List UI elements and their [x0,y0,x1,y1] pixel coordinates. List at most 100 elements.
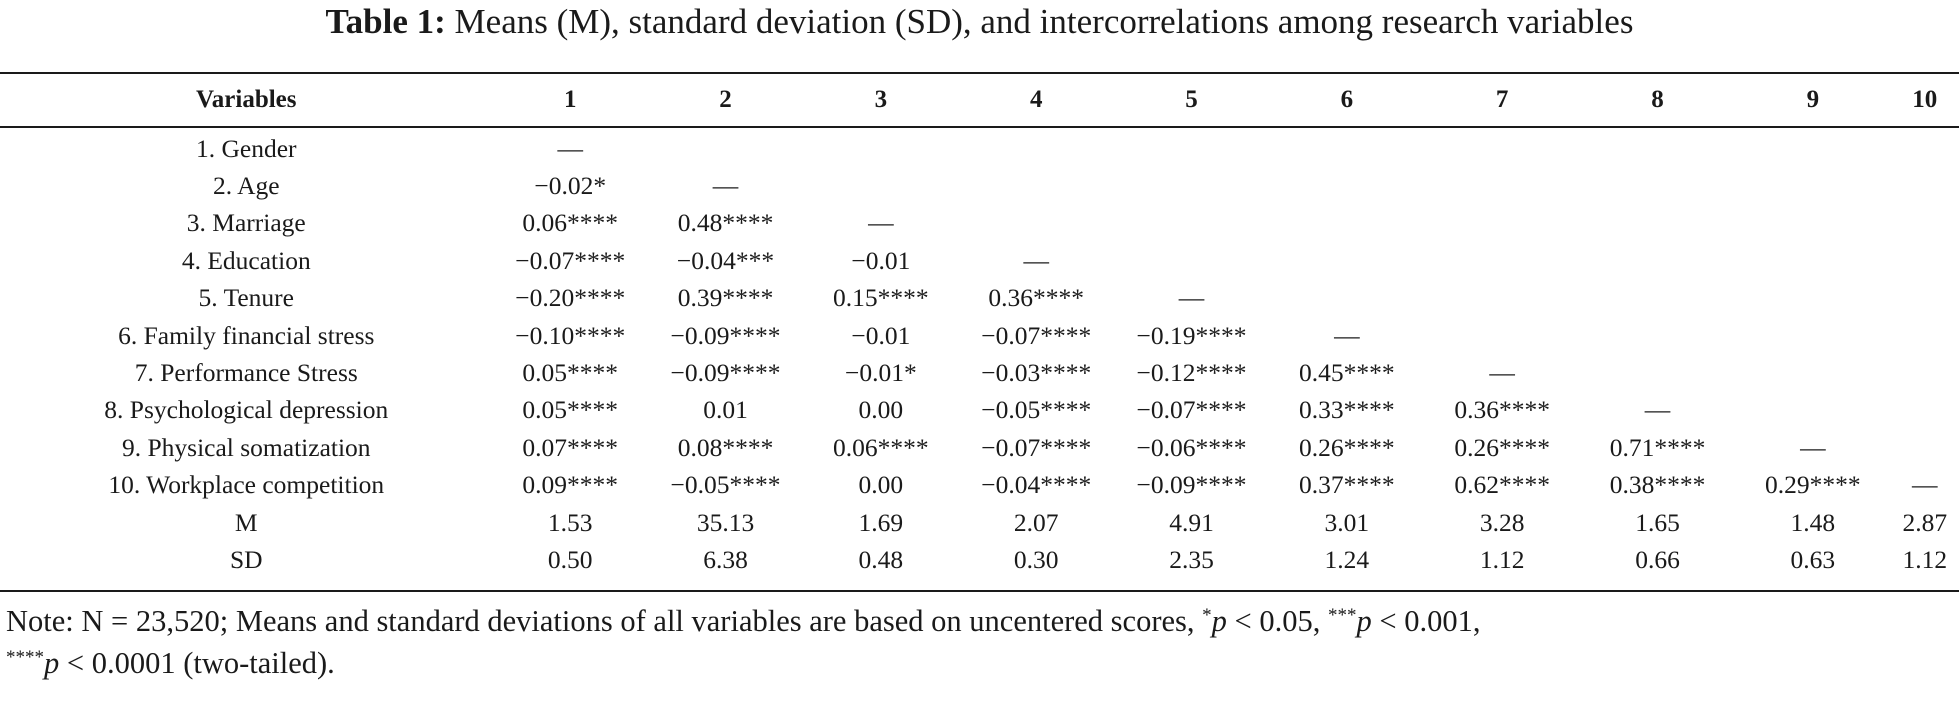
table-cell: 2.87 [1902,507,1948,537]
row-label: 8. Psychological depression [104,395,389,425]
header-col-1: 1 [563,86,577,113]
table-cell [1425,242,1580,279]
table-cell [1891,242,1959,279]
table-cell: 0.08**** [677,432,774,462]
table-cell [1735,317,1890,354]
table-cell: 0.26**** [1299,432,1395,462]
header-row: Variables 1 2 3 4 5 6 7 8 9 10 [0,74,1959,126]
table-cell: −0.06**** [1136,432,1247,462]
header-col-4: 4 [1029,86,1043,113]
table-cell: −0.12**** [1136,358,1247,388]
row-label: 5. Tenure [198,283,294,313]
table-cell [1114,126,1269,167]
table-cell: 0.29**** [1765,470,1861,500]
note-text: Note: N = 23,520; Means and standard dev… [6,604,1203,638]
table-cell: 0.71**** [1609,432,1706,462]
table-row: M 1.53 35.13 1.69 2.07 4.91 3.01 3.28 1.65 1.48 2.… [0,504,1959,541]
table-cell: 2.35 [1169,544,1214,574]
table-cell: — [1800,432,1826,462]
table-cell: 1.24 [1324,544,1370,574]
table-cell [1735,280,1890,317]
table-row: 8. Psychological depression 0.05**** 0.01 0… [0,392,1959,429]
table-cell [1269,242,1424,279]
header-col-7: 7 [1495,86,1509,113]
table-cell: 0.05**** [522,358,619,388]
table-cell: — [557,133,583,163]
correlation-table: Variables 1 2 3 4 5 6 7 8 9 10 1. Gender — 2. Age −0.… [0,74,1959,579]
table-cell: 1.65 [1635,507,1680,537]
row-label: 4. Education [181,245,311,275]
table-cell: 6.38 [703,544,748,574]
table-cell: −0.05**** [670,470,781,500]
table-cell: 1.69 [858,507,904,537]
p-symbol: p [1211,604,1227,638]
table-row: 10. Workplace competition 0.09**** −0.05**… [0,467,1959,504]
table-cell [1580,354,1735,391]
table-cell [648,126,803,167]
table-cell: 0.01 [703,395,748,425]
table-cell: 2.07 [1013,507,1059,537]
table-cell [1891,167,1959,204]
table-cell: — [868,208,894,238]
table-cell: 0.50 [547,544,593,574]
table-cell: −0.01 [851,320,911,350]
table-cell [1580,317,1735,354]
header-col-5: 5 [1185,86,1198,113]
table-cell: 0.36**** [1454,395,1550,425]
table-cell [1735,354,1890,391]
table-cell: −0.07**** [1136,395,1247,425]
table-cell: 0.39**** [677,283,774,313]
table-cell: — [1489,358,1515,388]
table-cell [1425,126,1580,167]
table-cell [803,167,958,204]
row-label: 2. Age [212,171,280,201]
table-cell: 0.62**** [1454,470,1550,500]
table-cell: 0.30 [1013,544,1059,574]
table-cell: 0.00 [858,395,904,425]
table-cell: −0.01 [851,245,911,275]
header-col-3: 3 [874,86,888,113]
table-cell [1580,280,1735,317]
table-cell: 0.38**** [1609,470,1706,500]
table-cell [959,126,1114,167]
table-cell: −0.09**** [1136,470,1247,500]
table-cell: 4.91 [1169,507,1214,537]
table-cell [959,205,1114,242]
table-cell [1735,242,1890,279]
table-cell: 0.66 [1635,544,1680,574]
table-cell [1580,242,1735,279]
table-cell [1580,126,1735,167]
table-cell: — [712,171,739,201]
table-cell: 1.53 [547,507,593,537]
table-cell: −0.07**** [981,320,1092,350]
top-rule [0,72,1959,74]
table-cell [1891,280,1959,317]
table-note: Note: N = 23,520; Means and standard dev… [6,600,1956,684]
table-cell: 0.48**** [677,208,774,238]
header-col-8: 8 [1651,86,1664,113]
table-cell: −0.10**** [515,320,626,350]
table-cell [1425,317,1580,354]
table-cell: 1.48 [1790,507,1836,537]
table-cell: — [1644,395,1671,425]
table-cell: −0.09**** [670,320,781,350]
table-cell [1425,205,1580,242]
table-cell [1580,167,1735,204]
header-col-2: 2 [719,86,732,113]
table-cell [1269,167,1424,204]
table-cell [1425,280,1580,317]
table-cell [1269,280,1424,317]
sig-marker-4: **** [6,647,44,668]
table-cell [1425,167,1580,204]
header-col-10: 10 [1912,86,1938,113]
caption-label: Table 1: [325,2,446,41]
table-cell: 0.05**** [522,395,619,425]
table-cell: −0.19**** [1136,320,1247,350]
table-cell [1114,167,1269,204]
table-cell [1891,429,1959,466]
table-cell: 0.00 [858,470,904,500]
table-cell [1891,317,1959,354]
table-row: 5. Tenure −0.20**** 0.39**** 0.15**** 0.36**… [0,280,1959,317]
table-cell: 0.15**** [833,283,929,313]
row-label: M [234,507,258,537]
